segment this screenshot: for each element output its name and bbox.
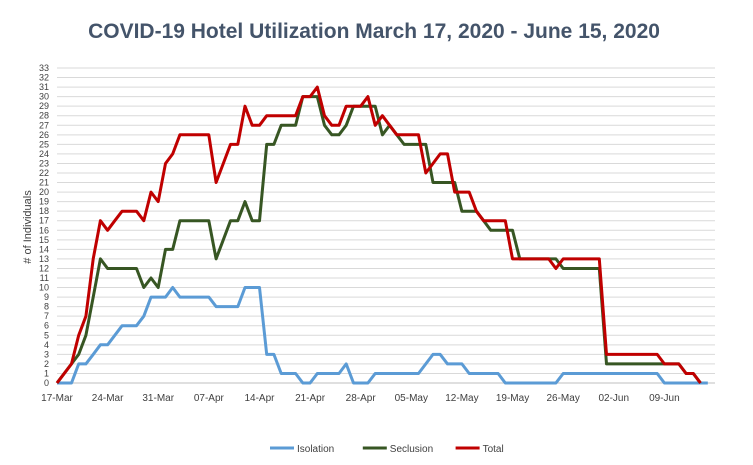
x-tick-label: 07-Apr: [194, 393, 225, 404]
y-axis-label: # of Individuals: [22, 190, 34, 264]
y-tick-label: 26: [39, 130, 49, 140]
y-tick-label: 19: [39, 197, 49, 207]
gridlines: [57, 67, 715, 384]
series-line-isolation: [57, 286, 708, 385]
y-tick-label: 21: [39, 178, 49, 188]
x-tick-label: 05-May: [395, 393, 428, 404]
y-tick-label: 3: [44, 349, 49, 359]
y-tick-label: 22: [39, 168, 49, 178]
y-tick-label: 17: [39, 216, 49, 226]
y-tick-label: 24: [39, 149, 49, 159]
x-tick-label: 09-Jun: [649, 393, 680, 404]
x-axis-ticks: 17-Mar 24-Mar 31-Mar 07-Apr 14-Apr 21-Apr 28-A…: [41, 393, 680, 404]
x-tick-label: 17-Mar: [41, 393, 73, 404]
legend-label-seclusion: Seclusion: [390, 444, 433, 455]
y-tick-label: 1: [44, 368, 49, 378]
y-tick-label: 14: [39, 244, 49, 254]
x-tick-label: 14-Apr: [244, 393, 275, 404]
y-tick-label: 23: [39, 158, 49, 168]
y-tick-label: 5: [44, 330, 49, 340]
y-tick-label: 28: [39, 111, 49, 121]
series-lines: [55, 85, 708, 385]
y-tick-label: 12: [39, 263, 49, 273]
y-tick-label: 20: [39, 187, 49, 197]
y-tick-label: 11: [40, 273, 49, 283]
y-tick-label: 18: [39, 206, 49, 216]
x-tick-label: 26-May: [546, 393, 579, 404]
y-tick-label: 29: [39, 101, 49, 111]
legend-label-total: Total: [483, 444, 504, 455]
y-tick-label: 4: [44, 340, 49, 350]
legend-label-isolation: Isolation: [297, 444, 334, 455]
y-tick-label: 33: [39, 63, 49, 73]
y-tick-label: 2: [44, 359, 49, 369]
x-tick-label: 12-May: [445, 393, 478, 404]
x-tick-label: 28-Apr: [346, 393, 377, 404]
y-tick-label: 8: [44, 302, 49, 312]
y-tick-label: 25: [39, 139, 49, 149]
y-tick-label: 0: [44, 378, 49, 388]
series-line-total: [55, 85, 702, 384]
y-tick-label: 16: [39, 225, 49, 235]
y-tick-label: 7: [44, 311, 49, 321]
x-tick-label: 31-Mar: [142, 393, 174, 404]
y-tick-label: 15: [39, 235, 49, 245]
chart-title: COVID-19 Hotel Utilization March 17, 202…: [88, 20, 660, 43]
y-tick-label: 10: [39, 283, 49, 293]
y-tick-label: 30: [39, 92, 49, 102]
legend: Isolation Seclusion Total: [270, 444, 504, 455]
x-tick-label: 19-May: [496, 393, 529, 404]
x-tick-label: 24-Mar: [92, 393, 124, 404]
x-tick-label: 02-Jun: [598, 393, 629, 404]
x-tick-label: 21-Apr: [295, 393, 326, 404]
y-tick-label: 27: [39, 120, 49, 130]
y-tick-label: 32: [39, 73, 49, 83]
y-tick-label: 31: [39, 82, 49, 92]
y-tick-label: 9: [44, 292, 49, 302]
y-axis-ticks: 0123456789101112131415161718192021222324…: [39, 63, 49, 388]
y-tick-label: 13: [39, 254, 49, 264]
y-tick-label: 6: [44, 321, 49, 331]
